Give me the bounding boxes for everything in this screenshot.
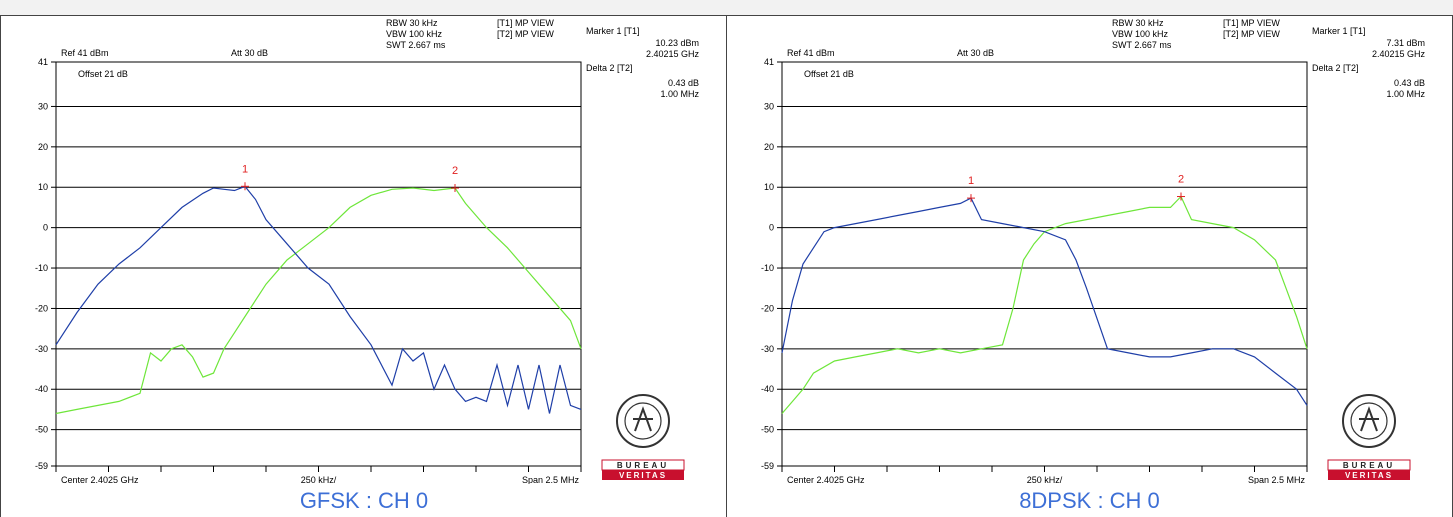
top-strip — [0, 0, 1453, 16]
trace-2 — [781, 195, 1308, 414]
offset-label: Offset 21 dB — [78, 69, 128, 79]
y-tick-label: -30 — [761, 344, 774, 354]
delta2-freq: 1.00 MHz — [1386, 89, 1425, 99]
marker-label: 2 — [452, 165, 458, 177]
y-tick-label: -40 — [35, 384, 48, 394]
span: Span 2.5 MHz — [522, 475, 580, 484]
y-tick-label: 0 — [43, 223, 48, 233]
trace1-label: [T1] MP VIEW — [1223, 18, 1280, 28]
y-tick-label: 30 — [38, 101, 48, 111]
ref-level: Ref 41 dBm — [787, 48, 835, 58]
offset-label: Offset 21 dB — [804, 69, 854, 79]
panel-gfsk: 41 30 20 10 0 -10 -20 -30 -40 -50 -59 Ref 41 dBm Att… — [0, 16, 727, 517]
delta2-level: 0.43 dB — [668, 78, 699, 88]
marker1-level: 7.31 dBm — [1386, 38, 1425, 48]
rbw-label: RBW 30 kHz — [386, 18, 438, 28]
vbw-label: VBW 100 kHz — [386, 29, 443, 39]
y-tick-label: -30 — [35, 344, 48, 354]
plot-frame — [55, 61, 582, 467]
spectrum-plot-gfsk: 41 30 20 10 0 -10 -20 -30 -40 -50 -59 Ref 41 dBm Att… — [35, 18, 700, 484]
marker-label: 1 — [968, 175, 974, 187]
y-tick-label: -50 — [761, 425, 774, 435]
trace-2 — [55, 187, 582, 415]
center-freq: Center 2.4025 GHz — [61, 475, 139, 484]
attenuation: Att 30 dB — [231, 48, 268, 58]
logo-figure — [633, 406, 653, 432]
swt-label: SWT 2.667 ms — [386, 40, 446, 50]
y-tick-label: -10 — [35, 263, 48, 273]
delta2-level: 0.43 dB — [1394, 78, 1425, 88]
swt-label: SWT 2.667 ms — [1112, 40, 1172, 50]
logo-bottom-text: VERITAS — [619, 471, 667, 480]
trace-1 — [55, 185, 582, 414]
logo-top-text: BUREAU — [1343, 461, 1395, 470]
y-tick-label: 30 — [764, 101, 774, 111]
marker1-freq: 2.40215 GHz — [646, 49, 700, 59]
attenuation: Att 30 dB — [957, 48, 994, 58]
y-tick-label: -10 — [761, 263, 774, 273]
y-tick-label: -20 — [35, 303, 48, 313]
division: 250 kHz/ — [301, 475, 337, 484]
trace2-label: [T2] MP VIEW — [497, 29, 554, 39]
y-tick-label: 20 — [764, 142, 774, 152]
caption-gfsk: GFSK : CH 0 — [299, 488, 429, 513]
logo-bottom-bar — [1328, 470, 1410, 480]
y-tick-label: -20 — [761, 303, 774, 313]
y-tick-label: -40 — [761, 384, 774, 394]
trace1-label: [T1] MP VIEW — [497, 18, 554, 28]
trace2-label: [T2] MP VIEW — [1223, 29, 1280, 39]
panel-8dpsk: 41 30 20 10 0 -10 -20 -30 -40 -50 -59 Ref 41 dBm Att… — [726, 16, 1453, 517]
logo-bottom-text: VERITAS — [1345, 471, 1393, 480]
vbw-label: VBW 100 kHz — [1112, 29, 1169, 39]
plot-frame — [781, 61, 1308, 467]
marker-label: 1 — [242, 163, 248, 175]
spectrum-plot-8dpsk: 41 30 20 10 0 -10 -20 -30 -40 -50 -59 Ref 41 dBm Att… — [761, 18, 1426, 484]
caption-8dpsk: 8DPSK : CH 0 — [1019, 488, 1160, 513]
logo-top-text: BUREAU — [617, 461, 669, 470]
logo-bottom-bar — [602, 470, 684, 480]
y-tick-label: 20 — [38, 142, 48, 152]
logo-seal-inner — [1350, 402, 1388, 440]
division: 250 kHz/ — [1027, 475, 1063, 484]
rbw-label: RBW 30 kHz — [1112, 18, 1164, 28]
ref-level: Ref 41 dBm — [61, 48, 109, 58]
y-tick-label: 41 — [38, 57, 48, 67]
y-tick-label: -50 — [35, 425, 48, 435]
y-tick-label: 10 — [764, 182, 774, 192]
marker1-level: 10.23 dBm — [655, 38, 699, 48]
logo-seal-inner — [624, 402, 662, 440]
y-tick-label: 10 — [38, 182, 48, 192]
marker1-title: Marker 1 [T1] — [1312, 26, 1366, 36]
marker1-freq: 2.40215 GHz — [1372, 49, 1426, 59]
delta2-title: Delta 2 [T2] — [586, 63, 633, 73]
center-freq: Center 2.4025 GHz — [787, 475, 865, 484]
y-tick-label: 41 — [764, 57, 774, 67]
span: Span 2.5 MHz — [1248, 475, 1306, 484]
delta2-freq: 1.00 MHz — [660, 89, 699, 99]
marker-label: 2 — [1178, 174, 1184, 186]
trace-1 — [781, 197, 1308, 406]
delta2-title: Delta 2 [T2] — [1312, 63, 1359, 73]
marker1-title: Marker 1 [T1] — [586, 26, 640, 36]
y-tick-label: -59 — [761, 461, 774, 471]
y-tick-label: 0 — [769, 223, 774, 233]
y-tick-label: -59 — [35, 461, 48, 471]
logo-figure — [1359, 406, 1379, 432]
